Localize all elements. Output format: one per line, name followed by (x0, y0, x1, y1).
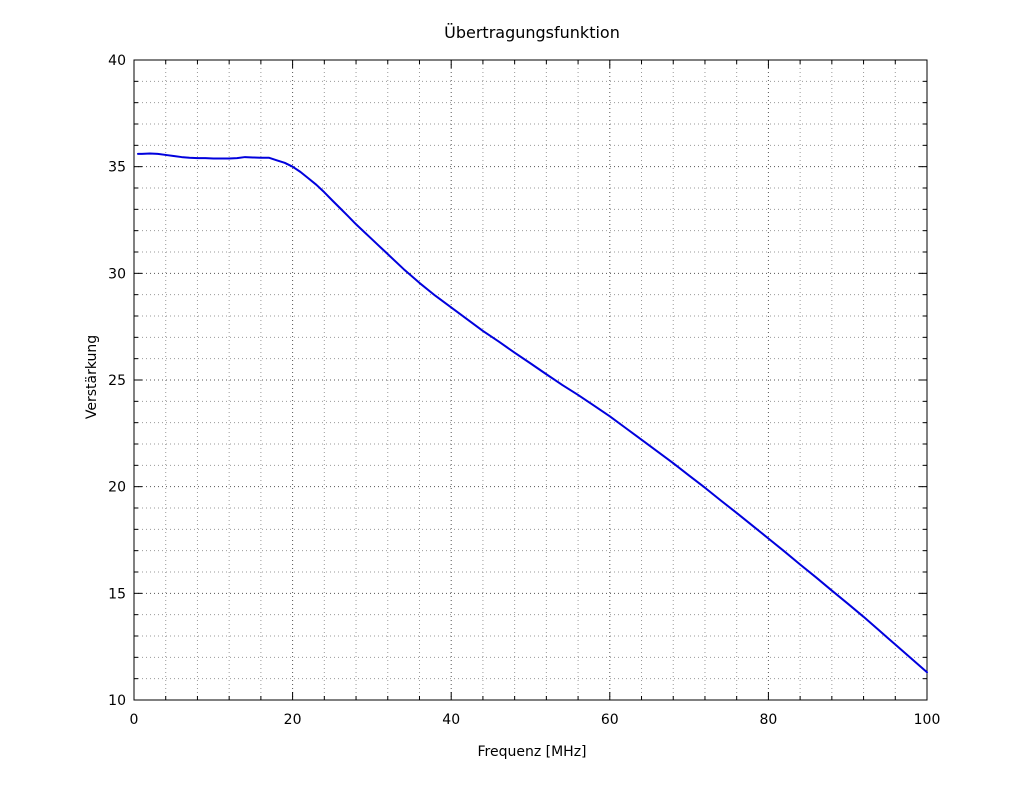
series-line-1 (136, 152, 928, 674)
y-tick-label: 25 (108, 373, 126, 389)
x-tick-label: 100 (914, 712, 941, 728)
y-axis-label: Verstärkung (84, 335, 100, 419)
x-tick-label: 0 (130, 712, 139, 728)
x-tick-label: 60 (601, 712, 619, 728)
x-tick-label: 20 (284, 712, 302, 728)
y-tick-label: 35 (108, 160, 126, 176)
series-layer (136, 152, 928, 674)
y-tick-label: 20 (108, 480, 126, 496)
x-axis-label: Frequenz [MHz] (477, 744, 586, 760)
y-tick-label: 10 (108, 693, 126, 709)
y-tick-label: 15 (108, 586, 126, 602)
plot-frame (133, 59, 928, 701)
x-tick-label: 80 (759, 712, 777, 728)
y-tick-label: 40 (108, 53, 126, 69)
tick-layer (134, 60, 927, 700)
chart-title: Übertragungsfunktion (444, 23, 620, 42)
grid-layer (134, 60, 927, 700)
x-tick-label: 40 (442, 712, 460, 728)
y-tick-label: 30 (108, 266, 126, 282)
label-layer: 0 20 40 60 80 100 10 15 20 25 30 35 40 (108, 53, 940, 728)
